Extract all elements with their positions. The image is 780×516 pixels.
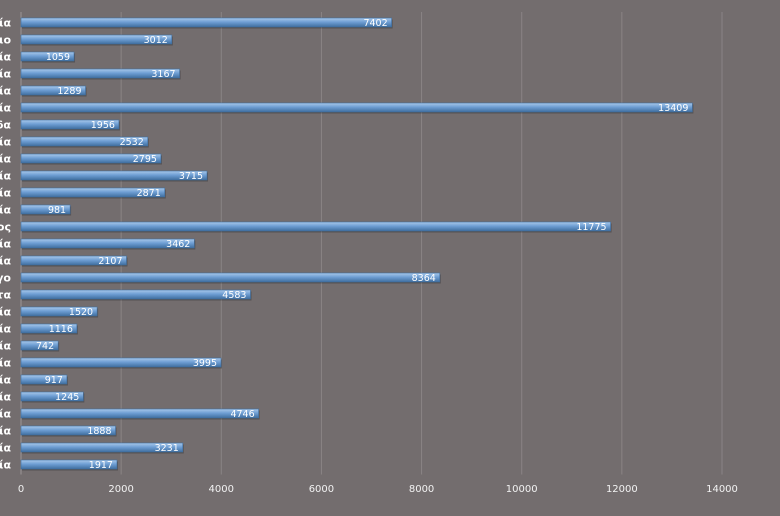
bar	[20, 442, 184, 453]
gridlines	[20, 12, 723, 475]
bar	[20, 102, 693, 113]
bar	[20, 306, 98, 317]
data-label: 917	[45, 375, 63, 386]
data-label: 1956	[91, 120, 115, 131]
data-label: 1116	[49, 324, 73, 335]
category-label: ία	[0, 459, 11, 472]
data-label: 4746	[230, 409, 254, 420]
category-label: ία	[0, 425, 11, 438]
bar	[20, 51, 75, 62]
bar	[20, 85, 86, 96]
category-labels: ία ιο ία ία ία ία δα ία ία ία ία ία ος ία ία γο τα ία ία ία…	[0, 17, 11, 472]
bar	[20, 204, 71, 215]
category-label: ία	[0, 17, 11, 30]
data-label: 981	[48, 205, 66, 216]
data-label: 2532	[120, 137, 144, 148]
category-label: τα	[0, 289, 11, 302]
bars	[20, 17, 694, 471]
bar	[20, 238, 195, 249]
data-label: 2107	[98, 256, 122, 267]
bar	[20, 153, 162, 164]
category-label: δα	[0, 119, 11, 132]
bar	[20, 459, 118, 470]
data-label: 1245	[55, 392, 79, 403]
category-label: ία	[0, 85, 11, 98]
bar	[20, 408, 259, 419]
bar	[20, 68, 180, 79]
category-label: ία	[0, 204, 11, 217]
data-label: 1289	[57, 86, 81, 97]
bar	[20, 425, 116, 436]
category-label: ία	[0, 153, 11, 166]
bar	[20, 272, 441, 283]
bar	[20, 170, 208, 181]
category-label: ία	[0, 323, 11, 336]
data-label: 1059	[46, 52, 70, 63]
category-label: ία	[0, 238, 11, 251]
x-tick-label: 10000	[506, 484, 538, 495]
category-label: ία	[0, 187, 11, 200]
x-tick-label: 12000	[606, 484, 638, 495]
data-label: 3012	[144, 35, 168, 46]
category-label: ία	[0, 391, 11, 404]
x-tick-label: 6000	[309, 484, 334, 495]
data-label: 13409	[658, 103, 688, 114]
category-label: γο	[0, 272, 11, 285]
data-label: 1520	[69, 307, 93, 318]
bar	[20, 221, 611, 232]
category-label: ία	[0, 102, 11, 115]
bar	[20, 187, 166, 198]
category-label: ος	[0, 221, 11, 234]
category-label: ία	[0, 68, 11, 81]
bar	[20, 255, 127, 266]
category-label: ία	[0, 408, 11, 421]
category-label: ία	[0, 255, 11, 268]
data-label: 3995	[193, 358, 217, 369]
value-labels: 7402 3012 1059 3167 1289 13409 1956 2532 2795 371…	[36, 18, 688, 471]
bar	[20, 357, 222, 368]
x-tick-label: 0	[18, 484, 24, 495]
bar	[20, 119, 120, 130]
bar	[20, 289, 251, 300]
data-label: 3167	[151, 69, 175, 80]
data-label: 3715	[179, 171, 203, 182]
bar	[20, 136, 149, 147]
category-label: ία	[0, 51, 11, 64]
x-tick-label: 2000	[108, 484, 133, 495]
bar	[20, 374, 68, 385]
data-label: 2871	[137, 188, 161, 199]
data-label: 7402	[363, 18, 387, 29]
x-tick-label: 14000	[706, 484, 738, 495]
x-tick-label: 4000	[209, 484, 234, 495]
data-label: 2795	[133, 154, 157, 165]
category-label: ία	[0, 442, 11, 455]
category-label: ία	[0, 357, 11, 370]
data-label: 1888	[87, 426, 111, 437]
category-label: ία	[0, 340, 11, 353]
bar	[20, 17, 392, 28]
bar	[20, 323, 78, 334]
bar	[20, 391, 84, 402]
data-label: 3462	[166, 239, 190, 250]
data-label: 1917	[89, 460, 113, 471]
category-label: ία	[0, 136, 11, 149]
data-label: 3231	[155, 443, 179, 454]
data-label: 11775	[576, 222, 606, 233]
x-axis-ticks: 0 2000 4000 6000 8000 10000 12000 14000	[18, 484, 738, 495]
category-label: ία	[0, 374, 11, 387]
category-label: ία	[0, 170, 11, 183]
bar	[20, 340, 59, 351]
category-label: ία	[0, 306, 11, 319]
data-label: 4583	[222, 290, 246, 301]
data-label: 742	[36, 341, 54, 352]
category-label: ιο	[0, 34, 11, 47]
bar	[20, 34, 173, 45]
data-label: 8364	[412, 273, 436, 284]
x-tick-label: 8000	[409, 484, 434, 495]
